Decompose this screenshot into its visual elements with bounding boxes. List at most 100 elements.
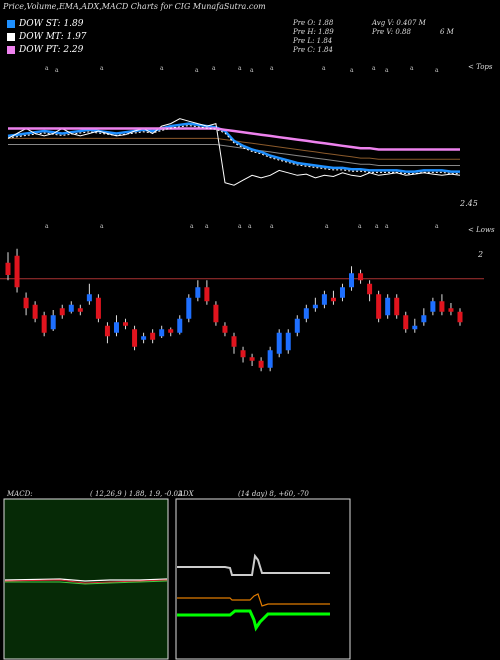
candle <box>5 262 11 275</box>
macd-signal-line <box>4 579 168 584</box>
candle <box>403 315 409 330</box>
adx-panel <box>175 498 351 660</box>
candle <box>267 350 273 368</box>
series-line-dow-pt <box>8 127 460 151</box>
signal-marker: a <box>45 223 49 230</box>
stat-prev-volume: Pre V: 0.88 <box>372 28 411 36</box>
signal-marker: a <box>160 65 164 72</box>
candle <box>113 322 119 333</box>
candle <box>339 287 345 298</box>
macd-line <box>4 578 168 582</box>
signal-marker: a <box>358 223 362 230</box>
candle <box>349 273 355 288</box>
legend-swatch-mt <box>7 33 15 41</box>
candle <box>104 325 110 337</box>
candles-group <box>0 248 484 372</box>
signal-marker: a <box>238 223 242 230</box>
candle <box>394 297 400 316</box>
candle <box>376 294 382 319</box>
signal-marker: a <box>100 65 104 72</box>
candle <box>258 360 264 368</box>
candle <box>159 329 165 337</box>
signal-marker: a <box>410 65 414 72</box>
stat-avg-volume: Avg V: 0.407 M <box>372 19 426 27</box>
macd-label: MACD: <box>7 490 33 498</box>
signal-marker: a <box>385 67 389 74</box>
candle <box>86 294 92 302</box>
signal-marker: a <box>190 223 194 230</box>
stat-high: Pre H: 1.89 <box>293 28 334 36</box>
stat-open: Pre O: 1.88 <box>293 19 334 27</box>
ema-dashed-line <box>7 125 460 175</box>
candle <box>240 350 246 358</box>
candle <box>59 308 65 316</box>
signal-marker: a <box>322 65 326 72</box>
signal-marker: a <box>435 223 439 230</box>
adx-params: (14 day) 8, +60, -70 <box>238 490 309 498</box>
price-ema-lines <box>7 118 461 186</box>
signal-marker: a <box>205 223 209 230</box>
candle <box>32 304 38 319</box>
legend-label-st: DOW ST: 1.89 <box>19 19 84 29</box>
candle <box>141 336 147 340</box>
legend-dow-mt: DOW MT: 1.97 <box>7 32 87 42</box>
candle <box>231 336 237 347</box>
candle <box>41 315 47 333</box>
candle <box>249 357 255 361</box>
candle <box>213 304 219 323</box>
candle <box>457 311 463 323</box>
signal-marker: a <box>372 65 376 72</box>
series-line-dow-st <box>7 122 460 173</box>
legend-swatch-st <box>7 20 15 28</box>
ema-line-1 <box>8 144 460 166</box>
candle <box>312 304 318 309</box>
signal-marker: a <box>45 65 49 72</box>
lows-label: < Lows <box>468 226 495 234</box>
candle <box>276 332 282 354</box>
signal-marker: a <box>100 223 104 230</box>
candle <box>168 329 174 333</box>
candle <box>412 325 418 330</box>
candle <box>367 283 373 295</box>
signal-marker: a <box>270 223 274 230</box>
candle <box>132 329 138 347</box>
candle <box>222 325 228 333</box>
candle <box>294 318 300 333</box>
candle <box>186 297 192 319</box>
candle <box>77 308 83 312</box>
candle <box>330 297 336 302</box>
candle <box>95 297 101 319</box>
candle-level-label: 2 <box>478 250 484 259</box>
candle <box>303 308 309 319</box>
signal-marker: a <box>350 67 354 74</box>
candle <box>285 332 291 351</box>
series-line-dow-mt <box>7 118 461 186</box>
candle <box>385 297 391 316</box>
signal-marker: a <box>248 223 252 230</box>
candle <box>123 322 129 326</box>
legend-swatch-pt <box>7 46 15 54</box>
candle <box>23 297 29 309</box>
candle <box>68 304 74 312</box>
signal-marker: a <box>270 65 274 72</box>
adx-label: ADX <box>178 490 194 498</box>
candle <box>50 315 56 330</box>
signal-marker: a <box>375 223 379 230</box>
signal-marker: a <box>385 223 389 230</box>
top-markers: a a a a a a a a a a a a a a aa a a a a a a a a a a a <box>45 65 439 230</box>
signal-marker: a <box>55 67 59 74</box>
signal-marker: a <box>435 67 439 74</box>
stat-close: Pre C: 1.84 <box>293 46 333 54</box>
signal-marker: a <box>325 223 329 230</box>
legend-label-pt: DOW PT: 2.29 <box>19 45 84 55</box>
candle <box>204 287 210 302</box>
chart-title: Price,Volume,EMA,ADX,MACD Charts for CIG… <box>3 2 266 11</box>
legend-dow-pt: DOW PT: 2.29 <box>7 45 83 55</box>
adx-line <box>177 553 330 576</box>
stat-volume-m: 6 M <box>440 28 454 36</box>
candle <box>358 273 364 281</box>
signal-marker: a <box>195 67 199 74</box>
signal-marker: a <box>212 65 216 72</box>
tops-label: < Tops <box>468 63 493 71</box>
candle <box>177 318 183 333</box>
